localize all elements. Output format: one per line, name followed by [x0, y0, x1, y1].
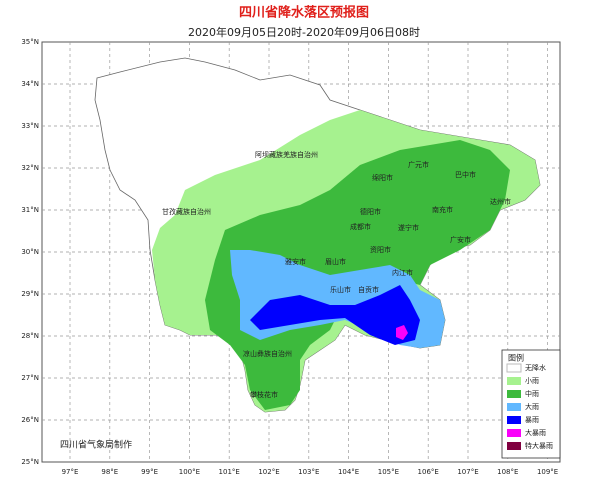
lon-label: 103°E [298, 468, 319, 476]
lat-label: 30°N [21, 248, 39, 256]
place-label: 德阳市 [360, 207, 381, 216]
lat-label: 31°N [21, 206, 39, 214]
legend-swatch [507, 429, 521, 437]
lon-label: 105°E [378, 468, 399, 476]
legend-label: 小雨 [525, 376, 539, 385]
lon-label: 97°E [62, 468, 79, 476]
title: 四川省降水落区预报图 [239, 5, 369, 21]
place-label: 内江市 [392, 268, 413, 277]
lat-label: 32°N [21, 164, 39, 172]
lon-label: 106°E [418, 468, 439, 476]
place-label: 南充市 [432, 205, 453, 214]
place-label: 遂宁市 [398, 223, 419, 232]
place-label: 广安市 [450, 235, 471, 244]
rainstorm-area [250, 285, 420, 345]
legend-swatch [507, 403, 521, 411]
lat-label: 34°N [21, 80, 39, 88]
legend-swatch [507, 416, 521, 424]
lat-label: 35°N [21, 38, 39, 46]
legend-swatch [506, 363, 522, 373]
lon-label: 104°E [338, 468, 359, 476]
place-label: 成都市 [350, 222, 371, 231]
lat-label: 33°N [21, 122, 39, 130]
lat-label: 25°N [21, 458, 39, 466]
lon-label: 100°E [179, 468, 200, 476]
place-label: 攀枝花市 [250, 390, 278, 399]
lat-label: 27°N [21, 374, 39, 382]
place-label: 乐山市 [330, 285, 351, 294]
place-label: 广元市 [408, 160, 429, 169]
lon-label: 98°E [101, 468, 118, 476]
footer: 四川省气象局制作 [60, 439, 132, 451]
place-label: 阿坝藏族羌族自治州 [255, 150, 318, 159]
place-label: 达州市 [490, 197, 511, 206]
place-label: 甘孜藏族自治州 [162, 207, 211, 216]
place-label: 资阳市 [370, 245, 391, 254]
legend-label: 暴雨 [525, 416, 539, 424]
lon-label: 102°E [258, 468, 279, 476]
legend-label: 大雨 [525, 402, 539, 411]
lat-label: 29°N [21, 290, 39, 298]
place-label: 自贡市 [358, 285, 379, 294]
place-label: 巴中市 [455, 170, 476, 179]
heavy-rainstorm-area [396, 325, 408, 340]
subtitle: 2020年09月05日20时-2020年09月06日08时 [188, 25, 420, 39]
lon-label: 107°E [457, 468, 478, 476]
lon-label: 109°E [537, 468, 558, 476]
place-label: 雅安市 [285, 257, 306, 266]
place-label: 眉山市 [325, 257, 346, 266]
place-label: 绵阳市 [372, 173, 393, 182]
legend-label: 无降水 [525, 363, 546, 372]
legend-label: 特大暴雨 [525, 441, 553, 450]
lat-label: 26°N [21, 416, 39, 424]
lon-label: 101°E [219, 468, 240, 476]
legend-swatch [507, 442, 521, 450]
legend-label: 大暴雨 [525, 428, 546, 437]
lon-label: 108°E [497, 468, 518, 476]
lat-label: 28°N [21, 332, 39, 340]
lon-label: 99°E [141, 468, 158, 476]
place-label: 凉山彝族自治州 [243, 349, 292, 358]
legend-title: 图例 [508, 353, 524, 363]
legend-swatch [507, 377, 521, 385]
legend-label: 中雨 [525, 389, 539, 398]
legend-swatch [507, 390, 521, 398]
